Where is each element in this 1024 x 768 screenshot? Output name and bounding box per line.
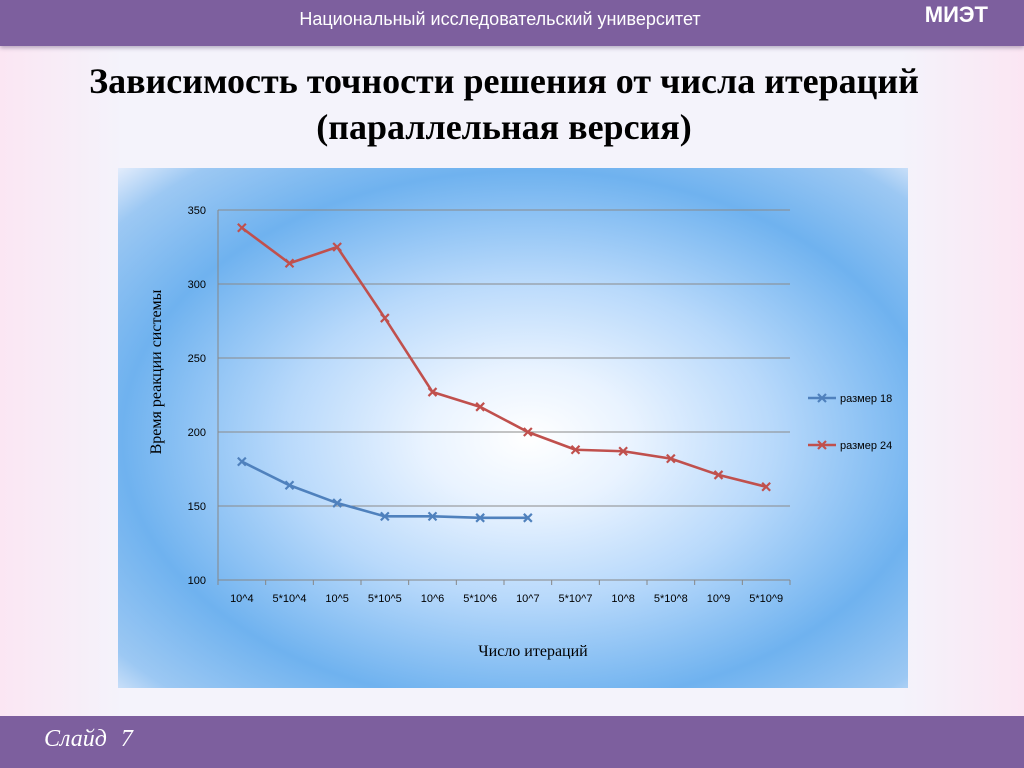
slide-title: Зависимость точности решения от числа ит… — [0, 58, 1008, 150]
bottom-bar: Слайд 7 — [0, 716, 1024, 768]
series-1 — [237, 456, 533, 523]
university-logo: МИЭТ — [924, 2, 988, 27]
x-tick-label: 10^6 — [421, 593, 445, 605]
data-point — [475, 402, 485, 412]
x-tick-label: 5*10^7 — [559, 593, 593, 605]
slide-label: Слайд — [44, 726, 107, 752]
y-tick-label: 150 — [188, 501, 206, 513]
data-point — [713, 470, 724, 480]
legend-label: размер 24 — [840, 440, 892, 452]
legend-item: размер 18 — [808, 393, 892, 405]
data-point — [475, 513, 485, 523]
y-tick-label: 250 — [188, 353, 206, 365]
data-point — [237, 222, 247, 233]
series-2 — [237, 222, 771, 492]
y-tick-label: 350 — [188, 205, 206, 217]
x-tick-label: 10^9 — [707, 593, 731, 605]
y-tick-label: 300 — [188, 279, 206, 291]
data-point — [523, 513, 533, 523]
x-axis-title: Число итераций — [478, 643, 588, 660]
x-tick-label: 10^5 — [325, 593, 349, 605]
x-tick-label: 10^7 — [516, 593, 540, 605]
data-point — [284, 258, 295, 269]
y-tick-label: 200 — [188, 427, 206, 439]
x-tick-label: 5*10^6 — [463, 593, 497, 605]
data-point — [666, 453, 676, 464]
x-tick-label: 5*10^4 — [273, 593, 307, 605]
x-tick-label: 5*10^5 — [368, 593, 402, 605]
data-point — [817, 393, 827, 403]
slide-title-line1: Зависимость точности решения от числа ит… — [89, 61, 919, 101]
x-tick-label: 10^8 — [611, 593, 635, 605]
data-point — [284, 480, 295, 491]
legend-item: размер 24 — [808, 440, 892, 452]
series-line — [241, 226, 767, 489]
data-point — [427, 387, 438, 397]
y-axis-title: Время реакции системы — [148, 289, 165, 454]
data-point — [523, 427, 533, 437]
slide-title-line2: (параллельная версия) — [316, 107, 692, 147]
data-point — [380, 313, 390, 323]
data-point — [618, 446, 628, 457]
data-point — [237, 456, 247, 467]
data-point — [332, 242, 342, 252]
series-line — [241, 460, 528, 520]
x-tick-label: 5*10^8 — [654, 593, 688, 605]
data-point — [817, 440, 827, 450]
data-point — [332, 498, 342, 508]
y-tick-label: 100 — [188, 575, 206, 587]
data-point — [427, 511, 438, 522]
x-tick-label: 10^4 — [230, 593, 254, 605]
slide-number: Слайд 7 — [44, 726, 147, 753]
slide-number-value: 7 — [120, 726, 133, 752]
chart-background — [118, 168, 908, 688]
data-point — [570, 444, 581, 455]
data-point — [380, 511, 390, 522]
university-name: Национальный исследовательский университ… — [299, 9, 701, 29]
data-point — [761, 481, 771, 492]
x-tick-label: 5*10^9 — [749, 593, 783, 605]
legend-label: размер 18 — [840, 393, 892, 405]
top-bar: Национальный исследовательский университ… — [0, 0, 1024, 46]
